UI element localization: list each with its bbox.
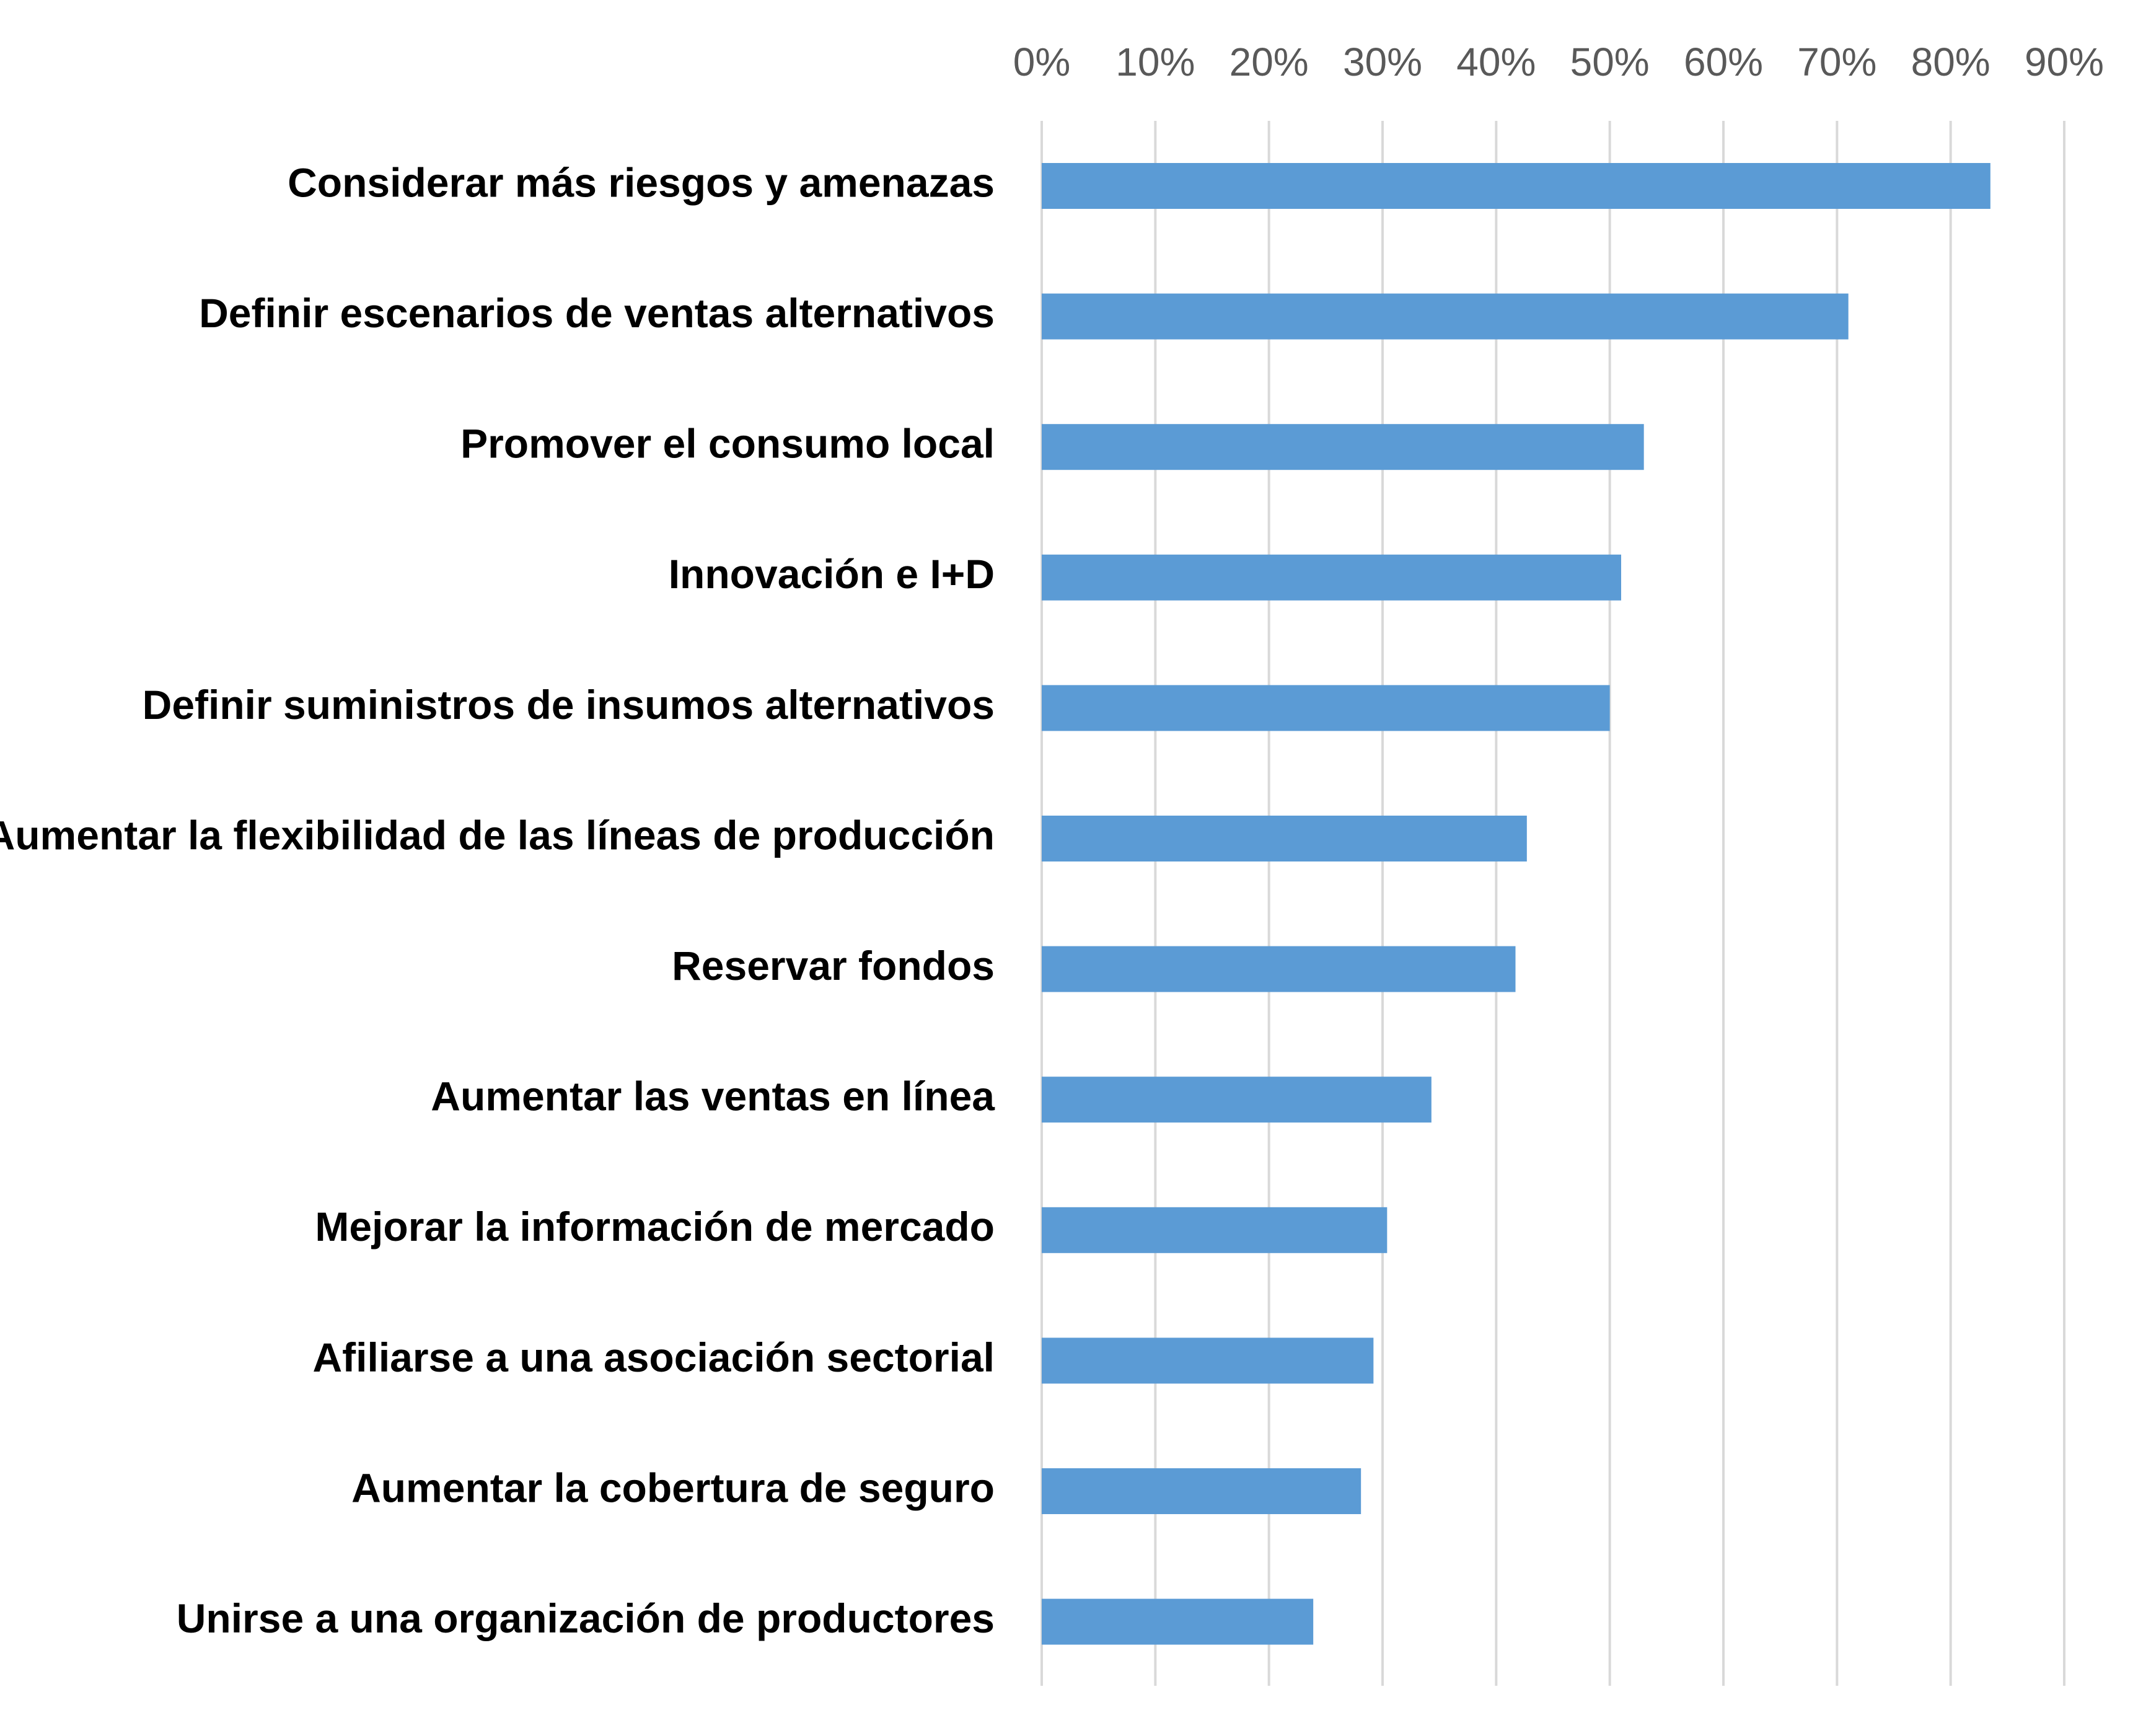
bars — [1042, 163, 1990, 1645]
x-tick-label: 30% — [1343, 40, 1422, 84]
x-tick-label: 50% — [1570, 40, 1650, 84]
x-tick-label: 10% — [1115, 40, 1195, 84]
category-label: Definir suministros de insumos alternati… — [143, 682, 995, 728]
bar — [1042, 1468, 1361, 1514]
category-label: Considerar más riesgos y amenazas — [288, 159, 995, 205]
bar — [1042, 1598, 1314, 1645]
category-label: Aumentar las ventas en línea — [431, 1073, 995, 1119]
category-label: Unirse a una organización de productores — [177, 1595, 995, 1641]
bar — [1042, 685, 1610, 731]
gridlines — [1040, 121, 2065, 1686]
x-tick-label: 90% — [2025, 40, 2104, 84]
bar — [1042, 946, 1516, 992]
bar — [1042, 1077, 1432, 1123]
x-tick-label: 80% — [1911, 40, 1990, 84]
x-tick-label: 40% — [1456, 40, 1536, 84]
category-label: Afiliarse a una asociación sectorial — [313, 1334, 995, 1380]
bar — [1042, 293, 1849, 340]
x-tick-label: 60% — [1684, 40, 1763, 84]
x-axis-ticks: 0% 10% 20% 30% 40% 50% 60% 70% 80% 90% — [1013, 40, 2104, 84]
category-label: Innovación e I+D — [669, 551, 995, 597]
bar — [1042, 424, 1644, 470]
category-label: Promover el consumo local — [460, 421, 995, 467]
category-label: Reservar fondos — [672, 943, 995, 989]
category-label: Aumentar la cobertura de seguro — [351, 1465, 995, 1510]
bar — [1042, 816, 1527, 861]
category-labels: Considerar más riesgos y amenazas Definir… — [0, 159, 995, 1641]
category-label: Definir escenarios de ventas alternativo… — [199, 290, 995, 336]
category-label: Aumentar la flexibilidad de las líneas d… — [0, 812, 995, 858]
bar — [1042, 1207, 1388, 1253]
bar — [1042, 1337, 1374, 1384]
x-tick-label: 70% — [1797, 40, 1876, 84]
bar — [1042, 554, 1621, 601]
x-tick-label: 20% — [1229, 40, 1309, 84]
x-tick-label: 0% — [1013, 40, 1071, 84]
category-label: Mejorar la información de mercado — [315, 1204, 995, 1249]
bar — [1042, 163, 1990, 209]
